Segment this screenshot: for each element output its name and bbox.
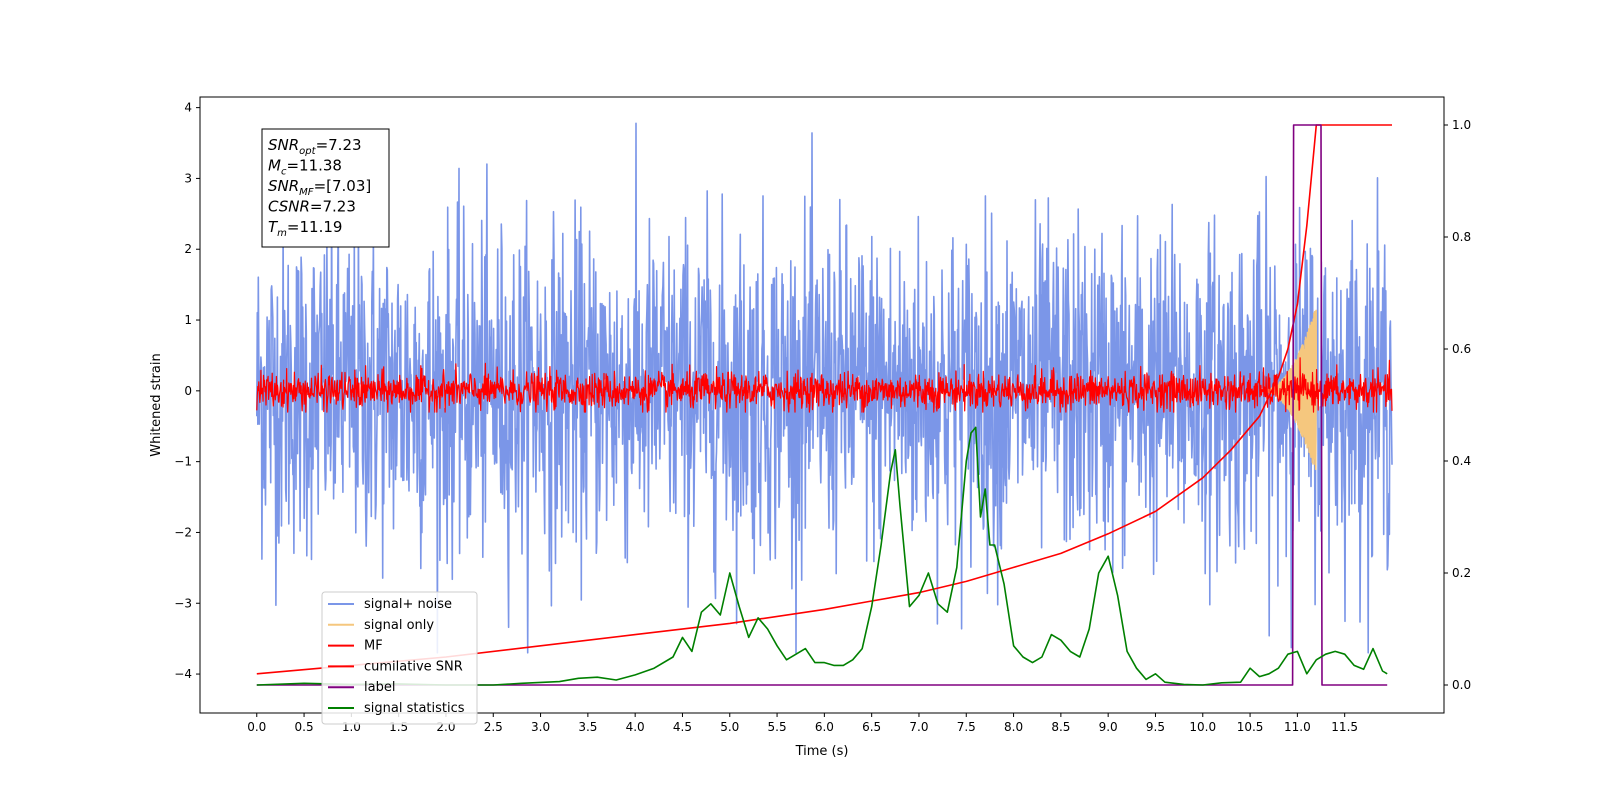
annotation-frame bbox=[261, 128, 390, 248]
annotation-symbol: SNR bbox=[268, 136, 299, 154]
x-tick-label: 6.5 bbox=[862, 720, 881, 734]
y-tick-label: 4 bbox=[184, 101, 192, 115]
y-right-tick-label: 1.0 bbox=[1452, 118, 1471, 132]
x-axis-label: Time (s) bbox=[795, 744, 849, 759]
x-tick-label: 8.0 bbox=[1004, 720, 1023, 734]
legend-label: label bbox=[364, 680, 395, 695]
legend-frame bbox=[321, 591, 478, 725]
x-tick-label: 6.0 bbox=[815, 720, 834, 734]
annotation-value: =11.38 bbox=[286, 157, 342, 175]
series-line-signal-noise bbox=[256, 122, 1393, 654]
legend-label: signal statistics bbox=[364, 701, 465, 716]
y-tick-label: −2 bbox=[174, 525, 192, 539]
x-tick-label: 9.5 bbox=[1146, 720, 1165, 734]
annotation-line: Mc=11.38 bbox=[268, 157, 342, 178]
x-tick-label: 3.5 bbox=[578, 720, 597, 734]
annotation-subscript: m bbox=[277, 228, 287, 239]
legend-label: MF bbox=[364, 639, 383, 654]
x-tick-label: 8.5 bbox=[1051, 720, 1070, 734]
legend-label: signal only bbox=[364, 618, 434, 633]
y-right-tick-label: 0.8 bbox=[1452, 230, 1471, 244]
annotation-symbol: T bbox=[268, 218, 279, 236]
x-tick-label: 3.0 bbox=[531, 720, 550, 734]
y-right-tick-label: 0.6 bbox=[1452, 342, 1471, 356]
x-tick-label: 5.0 bbox=[720, 720, 739, 734]
annotation-symbol: SNR bbox=[268, 177, 299, 195]
x-tick-label: 4.0 bbox=[626, 720, 645, 734]
annotation-line: SNRMF=[7.03] bbox=[268, 177, 371, 198]
annotation-line: SNRopt=7.23 bbox=[268, 136, 362, 157]
series-line-mf bbox=[256, 357, 1393, 413]
x-tick-label: 5.5 bbox=[768, 720, 787, 734]
y-right-tick-label: 0.2 bbox=[1452, 566, 1471, 580]
series-layer bbox=[256, 122, 1393, 686]
stats-annotation: SNRopt=7.23Mc=11.38SNRMF=[7.03]CSNR=7.23… bbox=[261, 128, 390, 248]
x-tick-label: 11.0 bbox=[1284, 720, 1311, 734]
x-tick-label: 4.5 bbox=[673, 720, 692, 734]
x-tick-label: 7.5 bbox=[957, 720, 976, 734]
annotation-subscript: opt bbox=[299, 146, 316, 157]
series-line-label bbox=[256, 124, 1388, 686]
x-tick-label: 7.0 bbox=[909, 720, 928, 734]
annotation-value: =[7.03] bbox=[314, 177, 372, 195]
x-tick-label: 0.5 bbox=[295, 720, 314, 734]
annotation-line: CSNR=7.23 bbox=[268, 198, 356, 216]
x-tick-label: 9.0 bbox=[1099, 720, 1118, 734]
y-right-tick-label: 0.4 bbox=[1452, 454, 1471, 468]
y-tick-label: −4 bbox=[174, 667, 192, 681]
legend-label: cumilative SNR bbox=[364, 659, 463, 674]
y-tick-label: 2 bbox=[184, 242, 192, 256]
annotation-subscript: c bbox=[281, 167, 287, 178]
y-tick-label: 3 bbox=[184, 171, 192, 185]
annotation-symbol: CSNR bbox=[268, 198, 310, 216]
annotation-symbol: M bbox=[268, 157, 281, 175]
annotation-value: =7.23 bbox=[310, 198, 356, 216]
y-right-tick-label: 0.0 bbox=[1452, 678, 1471, 692]
annotation-line: Tm=11.19 bbox=[268, 218, 342, 239]
x-tick-label: 10.0 bbox=[1189, 720, 1216, 734]
annotation-value: =11.19 bbox=[287, 218, 343, 236]
legend-label: signal+ noise bbox=[364, 597, 452, 612]
x-tick-label: 11.5 bbox=[1331, 720, 1358, 734]
series-line-signal-statistics bbox=[256, 426, 1388, 686]
plot-frame bbox=[199, 96, 1445, 714]
annotation-subscript: MF bbox=[299, 187, 314, 198]
x-tick-label: 0.0 bbox=[247, 720, 266, 734]
y-tick-label: 0 bbox=[184, 384, 192, 398]
x-tick-label: 2.5 bbox=[484, 720, 503, 734]
series-line-cumilative-snr bbox=[256, 124, 1392, 675]
y-tick-label: 1 bbox=[184, 313, 192, 327]
x-tick-label: 10.5 bbox=[1237, 720, 1264, 734]
y-ticks-left: 4 3 2 1 0 −1 −2 −3 −4 bbox=[174, 101, 200, 681]
y-tick-label: −1 bbox=[174, 455, 192, 469]
y-ticks-right: 1.0 0.8 0.6 0.4 0.2 0.0 bbox=[1444, 118, 1471, 692]
y-tick-label: −3 bbox=[174, 596, 192, 610]
y-axis-label: Whitened strain bbox=[149, 353, 164, 456]
legend: signal+ noise signal only MF cumilative SNR… bbox=[321, 591, 478, 725]
annotation-value: =7.23 bbox=[316, 136, 362, 154]
